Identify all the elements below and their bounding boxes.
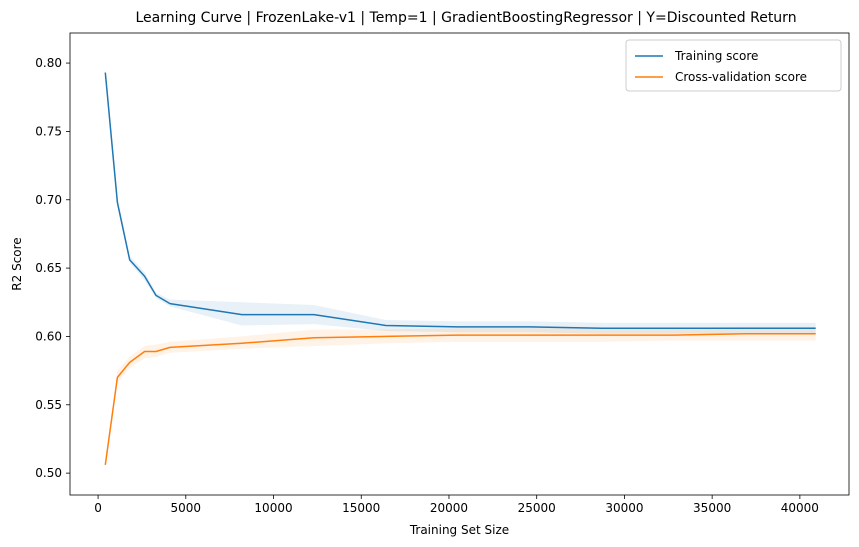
series-0-band [105, 67, 816, 334]
x-tick-label: 25000 [518, 501, 556, 515]
series-lines [104, 72, 816, 466]
legend-label-0: Training score [674, 49, 758, 63]
y-tick-label: 0.70 [35, 193, 62, 207]
x-tick-label: 20000 [430, 501, 468, 515]
legend-label-1: Cross-validation score [675, 70, 807, 84]
legend-box [625, 39, 842, 92]
x-tick-label: 30000 [605, 501, 643, 515]
chart-title: Learning Curve | FrozenLake-v1 | Temp=1 … [135, 10, 796, 26]
legend: Training score Cross-validation score [625, 39, 842, 92]
confidence-bands [105, 67, 816, 468]
x-tick-label: 10000 [254, 501, 292, 515]
x-tick-label: 5000 [171, 501, 202, 515]
series-1-line [104, 332, 816, 466]
y-tick-label: 0.65 [35, 261, 62, 275]
x-tick-label: 15000 [342, 501, 380, 515]
y-tick-label: 0.55 [35, 398, 62, 412]
series-1-band [105, 326, 816, 468]
plot-area [69, 32, 850, 496]
x-tick-label: 40000 [781, 501, 819, 515]
y-tick-label: 0.60 [35, 329, 62, 343]
y-tick-label: 0.75 [35, 124, 62, 138]
x-axis-label: Training Set Size [409, 523, 509, 537]
x-axis-ticks: 0 5000 10000 15000 20000 25000 30000 35000 40000 [94, 495, 819, 515]
x-tick-label: 0 [94, 501, 102, 515]
y-axis-ticks: 0.50 0.55 0.60 0.65 0.70 0.75 0.80 [35, 56, 70, 480]
y-axis-label: R2 Score [10, 237, 24, 290]
y-tick-label: 0.50 [35, 466, 62, 480]
x-tick-label: 35000 [693, 501, 731, 515]
series-0-line [104, 72, 816, 329]
y-tick-label: 0.80 [35, 56, 62, 70]
